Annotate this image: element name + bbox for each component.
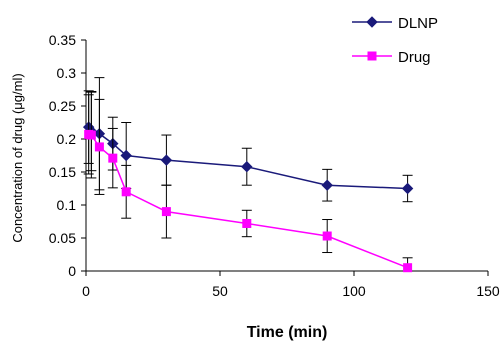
y-tick-label: 0.1: [57, 197, 77, 213]
y-tick-label: 0.3: [57, 65, 77, 81]
y-tick-label: 0.35: [49, 32, 76, 48]
x-axis-ticks: 0 50 100 150: [82, 271, 500, 299]
data-point-dlnp: [120, 149, 132, 162]
data-point-dlnp: [401, 182, 414, 195]
y-axis-title: Concentration of drug (μg/ml): [10, 73, 25, 242]
data-point-drug: [86, 130, 96, 140]
legend: DLNP Drug: [352, 15, 438, 66]
data-point-dlnp: [160, 154, 173, 166]
x-tick-label: 150: [476, 283, 500, 299]
data-point-drug: [322, 231, 332, 241]
data-point-drug: [94, 142, 104, 152]
y-tick-label: 0.15: [49, 164, 76, 180]
legend-item-dlnp: DLNP: [352, 15, 438, 32]
data-point-dlnp: [321, 179, 333, 191]
data-point-drug: [367, 51, 377, 61]
x-tick-label: 50: [212, 283, 228, 299]
data-point-drug: [161, 207, 171, 217]
y-tick-label: 0.25: [49, 98, 76, 114]
legend-item-drug: Drug: [352, 49, 431, 66]
axes: [85, 40, 488, 272]
data-point-drug: [403, 263, 413, 273]
data-point-dlnp: [366, 16, 378, 28]
data-point-drug: [108, 153, 118, 163]
data-point-drug: [242, 218, 252, 228]
y-axis-ticks: 0 0.05 0.1 0.15 0.2 0.25 0.3 0.35: [49, 32, 86, 279]
x-tick-label: 0: [82, 283, 90, 299]
x-axis-title: Time (min): [247, 324, 328, 341]
series-drug: [83, 91, 413, 273]
y-tick-label: 0.2: [57, 131, 77, 147]
data-point-drug: [121, 187, 131, 197]
y-tick-label: 0.05: [49, 230, 76, 246]
series-dlnp: [82, 77, 414, 203]
legend-label-drug: Drug: [398, 49, 431, 66]
legend-label-dlnp: DLNP: [398, 15, 438, 32]
series-layer: [82, 77, 414, 273]
x-tick-label: 100: [342, 283, 366, 299]
data-point-dlnp: [241, 161, 253, 173]
series-line-drug: [88, 133, 408, 269]
y-tick-label: 0: [68, 263, 76, 279]
series-line-dlnp: [88, 126, 408, 190]
